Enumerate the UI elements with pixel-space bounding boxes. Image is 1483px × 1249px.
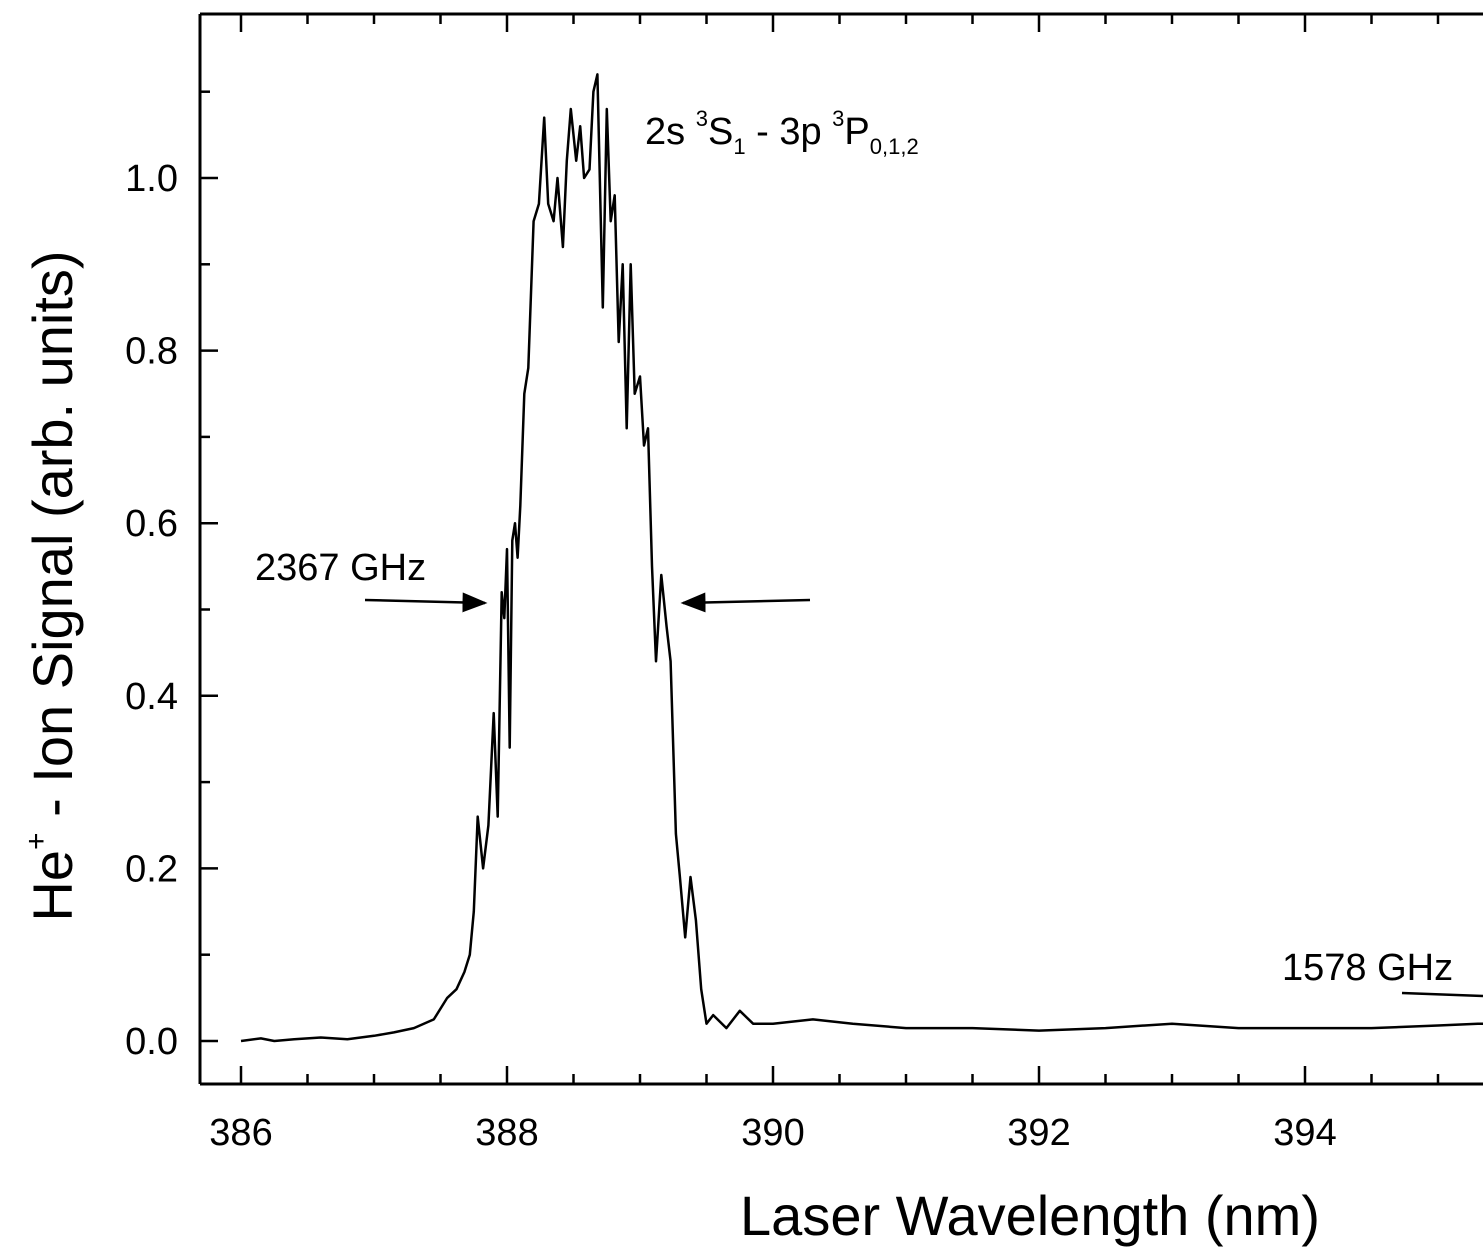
y-tick-label: 0.0: [125, 1021, 178, 1063]
x-tick-label: 390: [741, 1112, 804, 1154]
arrow-right-partial: [1401, 991, 1483, 998]
transition-part: - 3p: [746, 111, 833, 153]
series-line: [240, 73, 1483, 1043]
transition-label: 2s 3S1 - 3p 3P0,1,2: [645, 106, 919, 159]
y-axis-title-base: He: [21, 850, 84, 922]
x-tick-label: 392: [1007, 1112, 1070, 1154]
arrow-left: [364, 592, 488, 613]
transition-superscript: 3: [832, 106, 844, 131]
series-layer: [240, 73, 1483, 1043]
y-tick-label: 1.0: [125, 158, 178, 200]
transition-subscript: 0,1,2: [870, 134, 919, 159]
width-label-right: 1578 GHz: [1282, 947, 1453, 989]
x-axis-title: Laser Wavelength (nm): [740, 1184, 1320, 1247]
x-tick-label: 388: [475, 1112, 538, 1154]
x-tick-labels: 386 388 390 392 394: [209, 1112, 1336, 1154]
transition-part: P: [844, 111, 869, 153]
y-tick-label: 0.6: [125, 503, 178, 545]
transition-subscript: 1: [733, 134, 745, 159]
transition-part: 2s: [645, 111, 696, 153]
y-tick-label: 0.2: [125, 848, 178, 890]
arrow-right: [680, 592, 811, 613]
x-tick-label: 394: [1273, 1112, 1336, 1154]
plot-frame: [198, 12, 1483, 1086]
y-axis-title: He+ - Ion Signal (arb. units): [20, 250, 84, 921]
y-tick-labels: 0.0 0.2 0.4 0.6 0.8 1.0: [125, 158, 178, 1063]
transition-superscript: 3: [696, 106, 708, 131]
x-tick-label: 386: [209, 1112, 272, 1154]
y-axis-title-rest: - Ion Signal (arb. units): [21, 250, 84, 832]
y-tick-label: 0.8: [125, 331, 178, 373]
y-tick-label: 0.4: [125, 676, 178, 718]
width-label-left: 2367 GHz: [255, 547, 426, 589]
transition-part: S: [708, 111, 733, 153]
y-axis-title-superscript: +: [20, 832, 53, 850]
axis-ticks: [200, 14, 1440, 1084]
